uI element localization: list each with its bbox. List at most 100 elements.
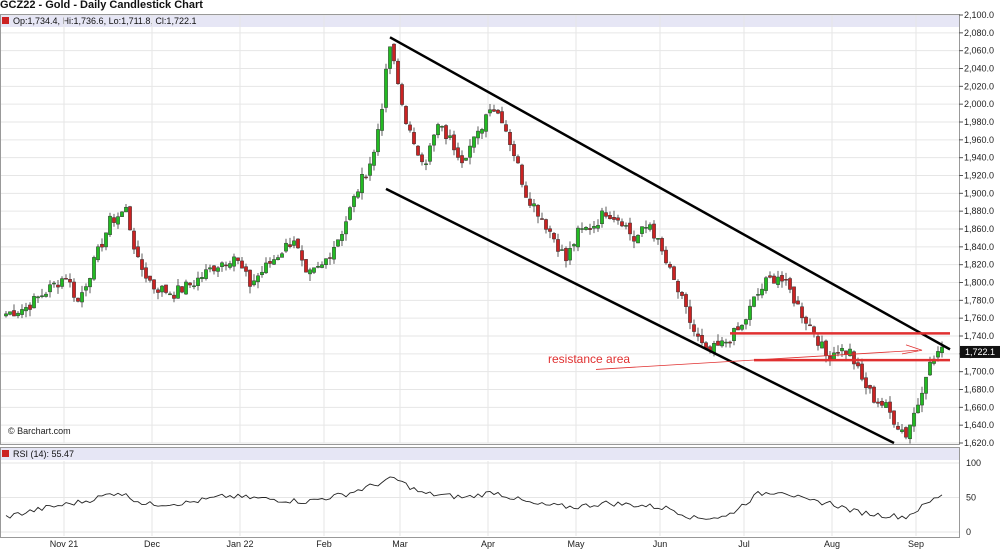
candle — [648, 222, 652, 232]
candle-body — [916, 404, 920, 414]
candle — [312, 267, 316, 275]
rsi-swatch — [2, 450, 9, 457]
candle-body — [684, 294, 688, 307]
candle — [340, 230, 344, 247]
candle — [364, 174, 368, 180]
candle — [768, 271, 772, 279]
candle — [172, 291, 176, 303]
candle — [308, 267, 312, 282]
candle — [284, 238, 288, 253]
candle — [764, 276, 768, 294]
y-tick-label: 1,940.0 — [964, 153, 994, 163]
candle-body — [324, 258, 328, 265]
candle-body — [696, 333, 700, 337]
candle-body — [348, 207, 352, 220]
candle-body — [436, 124, 440, 136]
y-tick-label: 1,920.0 — [964, 171, 994, 181]
candle — [668, 261, 672, 270]
candle — [572, 243, 576, 252]
candle-body — [144, 267, 148, 279]
candle — [432, 133, 436, 152]
candle-body — [72, 281, 76, 298]
candle — [304, 259, 308, 273]
credit-label: © Barchart.com — [8, 426, 71, 436]
overlays-layer: resistance area — [385, 36, 951, 445]
candle-body — [208, 267, 212, 270]
candle — [116, 212, 120, 229]
candle-body — [760, 288, 764, 296]
candle — [608, 211, 612, 220]
candle-body — [52, 282, 56, 285]
candle-body — [440, 126, 444, 128]
candle — [512, 140, 516, 162]
candle-body — [116, 216, 120, 225]
candle-body — [528, 198, 532, 206]
candle — [784, 272, 788, 286]
candle-body — [556, 239, 560, 252]
candle — [748, 299, 752, 326]
candle — [320, 261, 324, 269]
candle — [100, 238, 104, 252]
candle-body — [216, 267, 220, 272]
price-y-axis: 2,100.0 2,080.0 2,060.0 2,040.0 2,020.0 2,000… — [959, 10, 994, 448]
candle — [204, 264, 208, 281]
candle — [160, 285, 164, 297]
annotation-arrowhead — [901, 344, 923, 355]
candle — [816, 334, 820, 351]
candle — [176, 279, 180, 299]
rsi-line — [5, 476, 943, 520]
candle-body — [516, 156, 520, 164]
last-price-badge: 1,722.1 — [960, 345, 1000, 358]
candle-body — [816, 336, 820, 346]
candle-body — [60, 278, 64, 287]
ohlc-readout: Op:1,734.4, Hi:1,736.6, Lo:1,711.8, Cl:1… — [13, 16, 196, 26]
candle — [80, 285, 84, 308]
candle-body — [904, 427, 908, 438]
candles-layer — [4, 43, 944, 444]
candle-body — [16, 312, 20, 317]
rsi-tick-label: 100 — [966, 458, 981, 468]
candle-body — [340, 234, 344, 241]
y-tick-label: 1,760.0 — [964, 313, 994, 323]
candle-body — [412, 132, 416, 145]
candle-body — [488, 109, 492, 114]
candle — [532, 198, 536, 213]
candle — [12, 304, 16, 317]
candle — [904, 426, 908, 440]
candle — [908, 424, 912, 444]
candle — [196, 271, 200, 291]
candle — [576, 225, 580, 252]
candle — [256, 273, 260, 289]
candle-body — [688, 306, 692, 323]
candle-body — [360, 174, 364, 194]
rsi-panel-border — [0, 447, 960, 538]
candle-body — [560, 249, 564, 251]
candle-body — [768, 275, 772, 278]
y-tick-label: 1,960.0 — [964, 135, 994, 145]
candle-body — [800, 306, 804, 319]
candle-body — [212, 265, 216, 272]
candle — [588, 223, 592, 235]
rsi-grid — [1, 461, 959, 536]
candle — [388, 46, 392, 75]
candle-body — [752, 296, 756, 307]
candle-body — [132, 230, 136, 250]
candle — [476, 126, 480, 145]
candle — [860, 358, 864, 382]
y-tick-label: 1,740.0 — [964, 331, 994, 341]
candle — [540, 212, 544, 220]
candle-body — [820, 341, 824, 349]
candle — [696, 327, 700, 342]
candle — [220, 261, 224, 272]
candle-body — [20, 309, 24, 315]
candle — [616, 214, 620, 225]
candle-body — [480, 129, 484, 134]
y-tick-label: 1,700.0 — [964, 367, 994, 377]
candle-body — [408, 124, 412, 131]
candle-body — [608, 215, 612, 220]
candle-body — [664, 249, 668, 264]
candle — [64, 274, 68, 280]
candle-body — [640, 226, 644, 234]
candle — [636, 234, 640, 244]
candle-body — [448, 135, 452, 138]
